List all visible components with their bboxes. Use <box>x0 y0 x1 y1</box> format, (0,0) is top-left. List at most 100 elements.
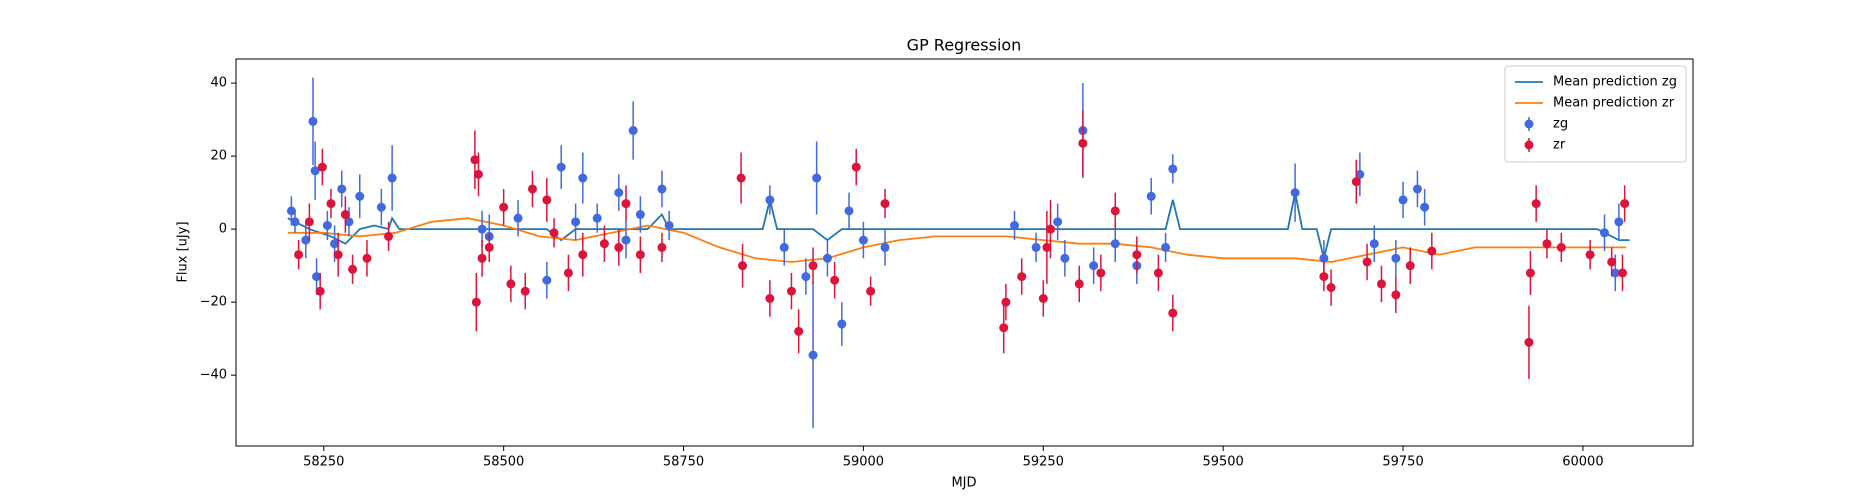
point <box>556 162 566 172</box>
legend-label: zr <box>1553 138 1566 153</box>
point <box>542 275 552 285</box>
point <box>786 286 796 296</box>
point <box>830 275 840 285</box>
point <box>738 261 748 271</box>
point <box>1326 283 1336 293</box>
y-tick-label: 20 <box>210 149 227 164</box>
point <box>355 191 365 201</box>
point <box>1319 272 1329 282</box>
point <box>308 116 318 126</box>
point <box>880 199 890 209</box>
point <box>387 173 397 183</box>
point <box>1420 202 1430 212</box>
point <box>290 217 300 227</box>
y-tick-label: 0 <box>219 222 227 237</box>
point <box>1132 250 1142 260</box>
point <box>1620 199 1630 209</box>
point <box>844 206 854 216</box>
point <box>513 213 523 223</box>
point <box>1617 268 1627 278</box>
point <box>1038 294 1048 304</box>
point <box>1391 290 1401 300</box>
point <box>542 195 552 205</box>
point <box>808 350 818 360</box>
x-tick-label: 58750 <box>663 455 704 470</box>
point <box>1376 279 1386 289</box>
point <box>301 235 311 245</box>
point <box>808 261 818 271</box>
point <box>1110 206 1120 216</box>
point <box>286 206 296 216</box>
point <box>1078 138 1088 148</box>
point <box>664 220 674 230</box>
point <box>621 235 631 245</box>
point <box>333 250 343 260</box>
point <box>621 199 631 209</box>
point <box>1405 261 1415 271</box>
point <box>1391 253 1401 263</box>
point <box>326 199 336 209</box>
point <box>765 294 775 304</box>
point <box>592 213 602 223</box>
point <box>1017 272 1027 282</box>
point <box>362 253 372 263</box>
point <box>549 228 559 238</box>
point <box>1351 177 1361 187</box>
point <box>657 184 667 194</box>
point <box>1556 242 1566 252</box>
point <box>1153 268 1163 278</box>
point <box>578 250 588 260</box>
point <box>473 169 483 179</box>
point <box>765 195 775 205</box>
point <box>520 286 530 296</box>
point <box>599 239 609 249</box>
point <box>999 323 1009 333</box>
point <box>1585 250 1595 260</box>
point <box>1010 220 1020 230</box>
point <box>1110 239 1120 249</box>
x-tick-label: 59000 <box>843 455 884 470</box>
point <box>1610 268 1620 278</box>
point <box>614 242 624 252</box>
point <box>322 220 332 230</box>
point <box>1146 191 1156 201</box>
point <box>801 272 811 282</box>
point <box>571 217 581 227</box>
x-tick-label: 59750 <box>1382 455 1423 470</box>
legend-label: Mean prediction zg <box>1553 75 1677 90</box>
point <box>1053 217 1063 227</box>
point <box>1607 257 1617 267</box>
point <box>471 297 481 307</box>
point <box>1412 184 1422 194</box>
point <box>822 253 832 263</box>
line <box>287 192 1630 259</box>
x-tick-label: 58500 <box>483 455 524 470</box>
point <box>317 162 327 172</box>
point <box>1427 246 1437 256</box>
point <box>578 173 588 183</box>
point <box>527 184 537 194</box>
point <box>1096 268 1106 278</box>
point <box>312 272 322 282</box>
legend-swatch <box>1524 140 1534 150</box>
point <box>1045 224 1055 234</box>
point <box>1524 337 1534 347</box>
plot-area <box>286 77 1630 429</box>
point <box>1074 279 1084 289</box>
chart-title: GP Regression <box>907 36 1022 55</box>
point <box>477 253 487 263</box>
point <box>1525 268 1535 278</box>
point <box>310 166 320 176</box>
point <box>1531 199 1541 209</box>
point <box>614 188 624 198</box>
point <box>563 268 573 278</box>
point <box>1031 242 1041 252</box>
point <box>736 173 746 183</box>
point <box>1161 242 1171 252</box>
point <box>499 202 509 212</box>
point <box>340 210 350 220</box>
point <box>470 155 480 165</box>
point <box>866 286 876 296</box>
point <box>635 210 645 220</box>
